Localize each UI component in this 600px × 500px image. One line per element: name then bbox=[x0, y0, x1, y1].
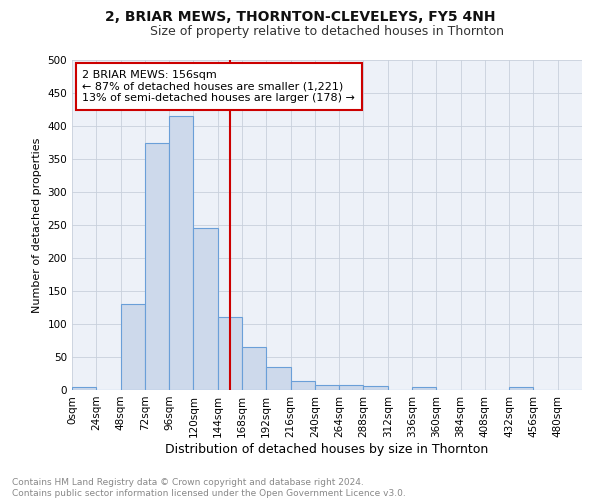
Text: 2, BRIAR MEWS, THORNTON-CLEVELEYS, FY5 4NH: 2, BRIAR MEWS, THORNTON-CLEVELEYS, FY5 4… bbox=[105, 10, 495, 24]
Bar bbox=[72, 386, 96, 390]
Bar bbox=[315, 384, 339, 390]
Bar bbox=[266, 367, 290, 390]
Bar bbox=[242, 347, 266, 390]
Bar bbox=[412, 386, 436, 390]
Bar bbox=[290, 381, 315, 390]
Title: Size of property relative to detached houses in Thornton: Size of property relative to detached ho… bbox=[150, 25, 504, 38]
Y-axis label: Number of detached properties: Number of detached properties bbox=[32, 138, 42, 312]
Text: 2 BRIAR MEWS: 156sqm
← 87% of detached houses are smaller (1,221)
13% of semi-de: 2 BRIAR MEWS: 156sqm ← 87% of detached h… bbox=[82, 70, 355, 103]
Text: Contains HM Land Registry data © Crown copyright and database right 2024.
Contai: Contains HM Land Registry data © Crown c… bbox=[12, 478, 406, 498]
Bar bbox=[509, 388, 533, 390]
X-axis label: Distribution of detached houses by size in Thornton: Distribution of detached houses by size … bbox=[166, 442, 488, 456]
Bar bbox=[169, 116, 193, 390]
Bar bbox=[121, 304, 145, 390]
Bar bbox=[145, 142, 169, 390]
Bar bbox=[339, 386, 364, 390]
Bar bbox=[218, 318, 242, 390]
Bar bbox=[364, 386, 388, 390]
Bar bbox=[193, 228, 218, 390]
